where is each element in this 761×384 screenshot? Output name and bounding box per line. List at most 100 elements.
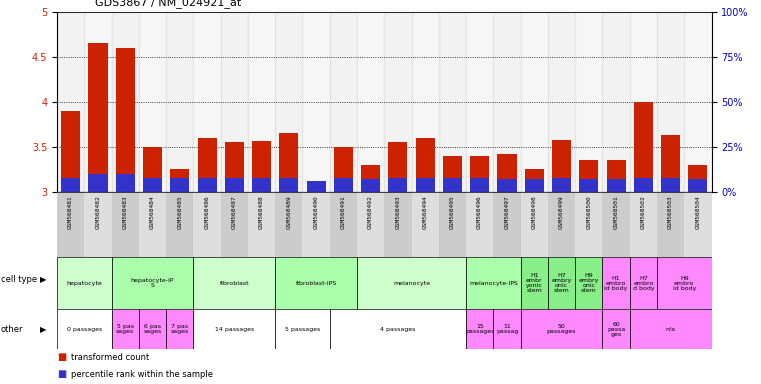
Bar (307, 183, 326, 384)
Bar (252, 177, 271, 384)
Bar (466, 12, 493, 192)
Text: other: other (1, 325, 24, 334)
Text: melanocyte: melanocyte (393, 281, 430, 286)
Text: GSM568490: GSM568490 (314, 195, 319, 229)
Bar (143, 177, 162, 384)
Bar (198, 177, 217, 384)
Bar (548, 192, 575, 257)
Text: GSM568497: GSM568497 (505, 195, 510, 229)
Bar (307, 181, 326, 384)
Bar (684, 192, 712, 257)
Bar (689, 165, 708, 384)
Text: GSM568481: GSM568481 (68, 195, 73, 229)
Text: 15
passages: 15 passages (465, 324, 495, 334)
Bar (61, 177, 80, 384)
Bar (603, 309, 630, 349)
Bar (493, 309, 521, 349)
Bar (630, 192, 657, 257)
Bar (275, 257, 357, 309)
Bar (84, 12, 112, 192)
Bar (193, 12, 221, 192)
Text: GSM568488: GSM568488 (259, 195, 264, 229)
Text: GSM568494: GSM568494 (422, 195, 428, 229)
Text: GSM568487: GSM568487 (232, 195, 237, 229)
Bar (88, 43, 107, 384)
Text: H7
embry
onic
stem: H7 embry onic stem (552, 273, 572, 293)
Text: melanocyte-IPS: melanocyte-IPS (469, 281, 517, 286)
Bar (634, 177, 653, 384)
Bar (603, 192, 630, 257)
Bar (139, 309, 166, 349)
Bar (657, 257, 712, 309)
Text: GSM568492: GSM568492 (368, 195, 373, 229)
Text: GSM568504: GSM568504 (696, 195, 700, 229)
Bar (61, 111, 80, 384)
Text: H7
embro
d body: H7 embro d body (632, 276, 654, 291)
Bar (552, 177, 571, 384)
Bar (170, 177, 189, 384)
Bar (525, 169, 544, 384)
Text: H9
embry
onic
stem: H9 embry onic stem (578, 273, 599, 293)
Text: GSM568485: GSM568485 (177, 195, 183, 229)
Text: GSM568503: GSM568503 (668, 195, 673, 229)
Text: 0 passages: 0 passages (67, 327, 102, 332)
Text: GSM568500: GSM568500 (586, 195, 591, 229)
Bar (112, 257, 193, 309)
Bar (412, 192, 439, 257)
Text: GSM568483: GSM568483 (123, 195, 128, 229)
Bar (221, 12, 248, 192)
Text: 5 passages: 5 passages (285, 327, 320, 332)
Bar (330, 309, 466, 349)
Text: 7 pas
sages: 7 pas sages (170, 324, 189, 334)
Bar (279, 133, 298, 384)
Text: GSM568482: GSM568482 (95, 195, 100, 229)
Bar (607, 161, 626, 384)
Text: GSM568484: GSM568484 (150, 195, 155, 229)
Text: 50
passages: 50 passages (547, 324, 576, 334)
Bar (579, 161, 598, 384)
Bar (498, 154, 517, 384)
Bar (657, 12, 684, 192)
Text: ▶: ▶ (40, 275, 46, 284)
Bar (634, 102, 653, 384)
Bar (470, 177, 489, 384)
Bar (224, 142, 244, 384)
Text: fibroblast: fibroblast (219, 281, 249, 286)
Bar (416, 138, 435, 384)
Bar (248, 12, 275, 192)
Text: cell type: cell type (1, 275, 37, 284)
Bar (334, 147, 353, 384)
Bar (416, 177, 435, 384)
Text: GSM568496: GSM568496 (477, 195, 482, 229)
Bar (116, 48, 135, 384)
Bar (143, 147, 162, 384)
Text: percentile rank within the sample: percentile rank within the sample (71, 370, 213, 379)
Text: H1
embro
id body: H1 embro id body (604, 276, 628, 291)
Text: 6 pas
sages: 6 pas sages (143, 324, 161, 334)
Bar (661, 177, 680, 384)
Text: GSM568489: GSM568489 (286, 195, 291, 229)
Bar (575, 257, 603, 309)
Bar (607, 179, 626, 384)
Text: GSM568502: GSM568502 (641, 195, 646, 229)
Bar (166, 309, 193, 349)
Bar (57, 192, 84, 257)
Bar (603, 12, 630, 192)
Bar (579, 179, 598, 384)
Bar (498, 179, 517, 384)
Bar (330, 12, 357, 192)
Bar (57, 309, 112, 349)
Bar (84, 192, 112, 257)
Bar (139, 192, 166, 257)
Bar (657, 192, 684, 257)
Text: 11
passag: 11 passag (496, 324, 518, 334)
Bar (439, 12, 466, 192)
Text: GSM568493: GSM568493 (396, 195, 400, 229)
Bar (384, 192, 412, 257)
Text: GSM568495: GSM568495 (450, 195, 455, 229)
Bar (521, 192, 548, 257)
Bar (170, 169, 189, 384)
Bar (493, 12, 521, 192)
Bar (198, 138, 217, 384)
Bar (224, 177, 244, 384)
